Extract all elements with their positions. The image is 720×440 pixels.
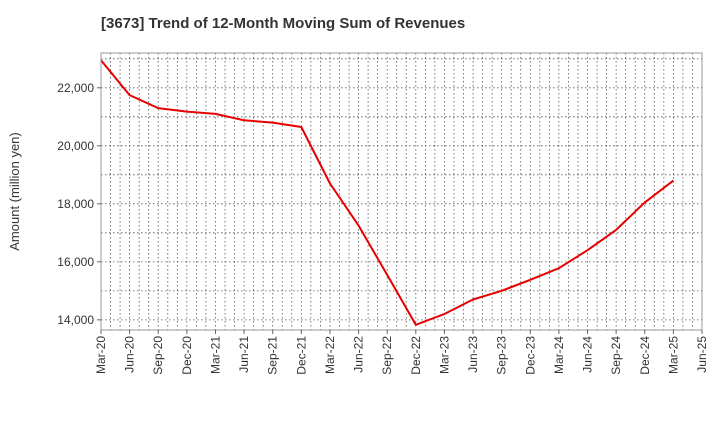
- x-axis-ticks: Mar-20 Jun-20 Sep-20 Dec-20 Mar-21 Jun-21 Sep-…: [94, 330, 709, 375]
- chart-title: [3673] Trend of 12-Month Moving Sum of R…: [101, 15, 466, 32]
- y-axis-title: Amount (million yen): [7, 132, 22, 251]
- x-tick-label: Dec-22: [409, 336, 423, 375]
- x-tick-label: Mar-24: [552, 336, 566, 374]
- x-tick-label: Sep-23: [495, 336, 509, 375]
- x-tick-label: Mar-20: [94, 336, 108, 374]
- y-tick-label: 14,000: [57, 313, 94, 327]
- x-tick-label: Sep-22: [380, 336, 394, 375]
- x-tick-label: Mar-23: [437, 336, 451, 374]
- x-tick-label: Jun-25: [695, 336, 709, 373]
- x-tick-label: Sep-21: [266, 336, 280, 375]
- x-tick-label: Dec-24: [638, 336, 652, 375]
- y-tick-label: 22,000: [57, 81, 94, 95]
- series-layer: [100, 59, 675, 326]
- plot-area-frame: [100, 52, 703, 331]
- x-tick-label: Jun-21: [237, 336, 251, 373]
- x-tick-label: Mar-21: [208, 336, 222, 374]
- x-tick-label: Jun-22: [352, 336, 366, 373]
- x-tick-label: Dec-21: [294, 336, 308, 375]
- x-tick-label: Jun-24: [581, 336, 595, 373]
- x-tick-label: Sep-20: [151, 336, 165, 375]
- x-tick-label: Jun-23: [466, 336, 480, 373]
- series-line: [100, 59, 675, 326]
- x-tick-label: Mar-22: [323, 336, 337, 374]
- x-tick-label: Jun-20: [123, 336, 137, 373]
- y-tick-label: 18,000: [57, 197, 94, 211]
- x-tick-label: Dec-23: [523, 336, 537, 375]
- x-tick-label: Mar-25: [666, 336, 680, 374]
- grid-lines: [101, 53, 702, 330]
- y-axis-ticks: 14,000 16,000 18,000 20,000 22,000: [57, 81, 101, 327]
- x-tick-label: Sep-24: [609, 336, 623, 375]
- y-tick-label: 16,000: [57, 255, 94, 269]
- y-tick-label: 20,000: [57, 139, 94, 153]
- x-tick-label: Dec-20: [180, 336, 194, 375]
